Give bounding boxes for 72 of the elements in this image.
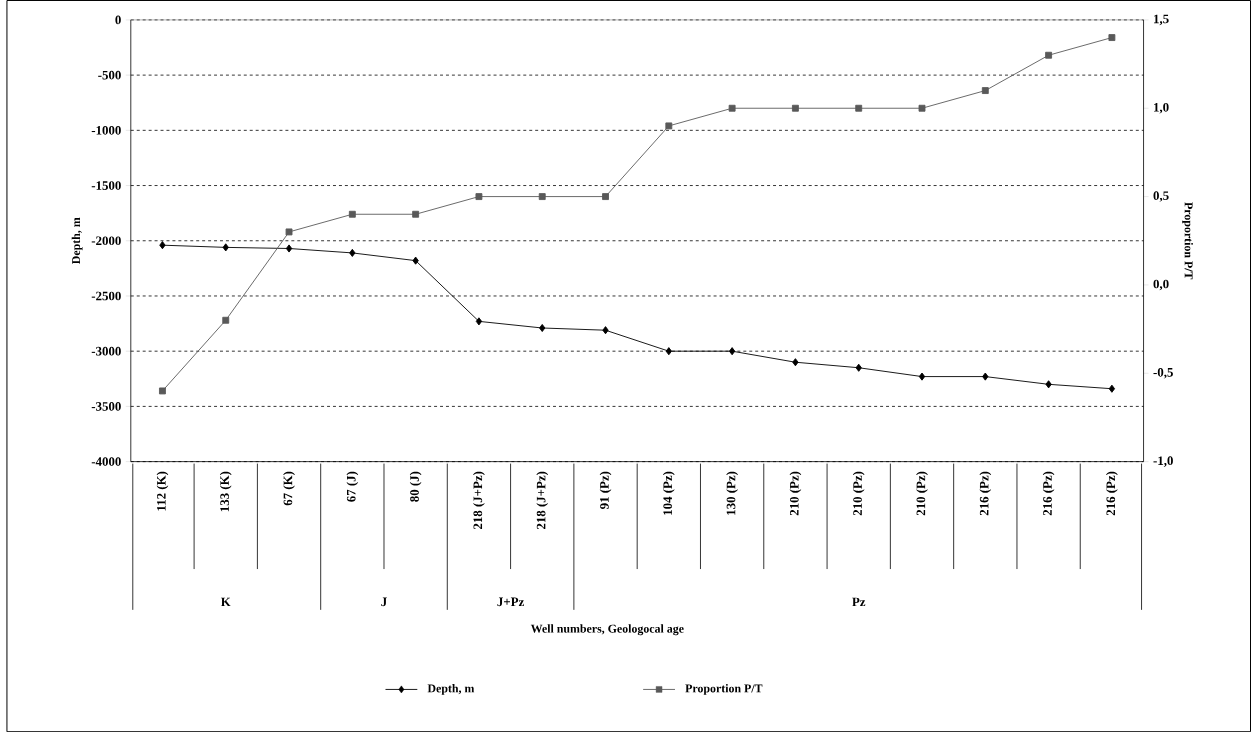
x-tick-label: 216 (Pz) (1042, 471, 1055, 516)
x-tick-label: 80 (J) (409, 471, 422, 502)
point (918, 104, 926, 112)
x-tick-label: 218 (J+Pz) (536, 471, 549, 529)
text: Well numbers, Geologocal age (530, 624, 684, 636)
text: J (381, 597, 387, 607)
point (665, 347, 672, 356)
y2-tick-label: 1,0 (1154, 102, 1169, 114)
y-tick-label: -4000 (91, 457, 121, 466)
y2-tick-label: 0,5 (1153, 191, 1169, 202)
y-axis-title: Depth, m (71, 217, 83, 264)
x-tick-label: 210 (Pz) (916, 471, 928, 516)
point (792, 358, 799, 367)
point (918, 372, 926, 381)
point (412, 256, 419, 265)
y-tick-label: -500 (98, 70, 121, 80)
point (728, 347, 736, 356)
x-tick-label: 210 (Pz) (789, 471, 802, 516)
point (791, 104, 799, 112)
point (981, 87, 989, 94)
point (475, 317, 483, 326)
y-tick-label: -3500 (91, 401, 121, 411)
point (1045, 51, 1053, 59)
point (855, 104, 863, 112)
x-tick-label: 216 (Pz) (1106, 471, 1118, 516)
y-tick-label: -2500 (91, 291, 121, 301)
point (728, 104, 736, 112)
text: K (220, 597, 231, 607)
x-tick-label: 133 (K) (219, 471, 232, 512)
point (602, 193, 609, 200)
legend-label: Depth, m (427, 683, 475, 695)
y-tick-label: -3000 (91, 346, 121, 356)
point (602, 326, 609, 335)
point (285, 244, 293, 253)
y-tick-label: -1500 (91, 181, 121, 190)
point (222, 243, 229, 252)
x-tick-label: 91 (Pz) (599, 471, 612, 509)
point (855, 363, 862, 372)
y-tick-label: -2000 (91, 236, 121, 246)
point (348, 210, 356, 218)
y2-tick-label: -0,5 (1153, 367, 1173, 379)
x-tick-label: 130 (Pz) (726, 471, 738, 515)
x-tick-label: 67 (J) (346, 471, 359, 502)
point (159, 241, 166, 250)
x-tick-label: 67 (K) (283, 471, 295, 506)
y-tick-label: 0 (115, 15, 121, 25)
point (665, 122, 673, 130)
point (539, 323, 546, 332)
y2-tick-label: 1,5 (1154, 14, 1169, 26)
point (1108, 384, 1116, 393)
text: J+Pz (497, 597, 524, 607)
point (1108, 34, 1116, 41)
point (222, 316, 230, 324)
point (412, 210, 420, 218)
point (982, 372, 989, 381)
point (1045, 380, 1052, 389)
y2-tick-label: 0,0 (1153, 279, 1169, 291)
x-tick-label: 104 (Pz) (662, 471, 675, 515)
x-tick-label: 218 (J+Pz) (473, 471, 485, 529)
y2-axis-title: Proportion P/T (1182, 202, 1193, 280)
legend-label: Proportion P/T (685, 683, 763, 695)
x-tick-label: 216 (Pz) (979, 471, 992, 516)
x-tick-label: 112 (K) (156, 471, 169, 511)
text: Pz (852, 597, 866, 607)
y-tick-label: -1000 (91, 125, 121, 135)
point (285, 228, 293, 236)
x-tick-label: 210 (Pz) (852, 471, 865, 516)
point (475, 193, 483, 200)
point (349, 248, 356, 257)
y2-tick-label: -1,0 (1153, 456, 1173, 467)
point (538, 193, 546, 200)
point (159, 387, 166, 395)
